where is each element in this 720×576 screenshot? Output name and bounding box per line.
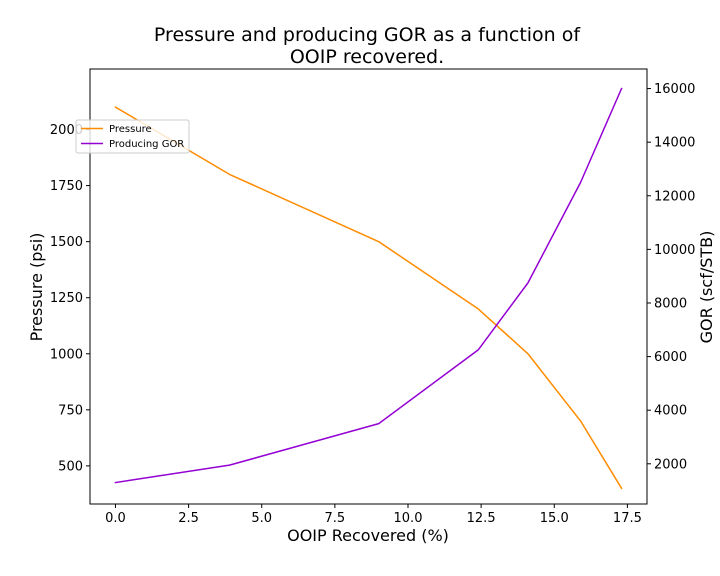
right-y-tick-label: 14000: [654, 136, 695, 151]
plot-frame: [89, 68, 648, 505]
left-y-axis: 500 750 1000 1250 1500 1750 2000: [50, 123, 90, 474]
left-y-tick-label: 1500: [50, 235, 83, 250]
right-y-axis-title: GOR (scf/STB): [697, 231, 716, 344]
series-line-producing-gor: [114, 87, 623, 484]
right-y-tick-label: 12000: [654, 189, 695, 204]
x-tick-label: 7.5: [325, 511, 346, 526]
right-y-tick-label: 6000: [654, 350, 687, 365]
right-y-tick-label: 10000: [654, 243, 695, 258]
left-y-tick-label: 1750: [50, 179, 83, 194]
left-y-tick-label: 1000: [50, 347, 83, 362]
x-tick-label: 0.0: [105, 511, 126, 526]
legend-box: [75, 119, 190, 154]
series-line-pressure: [114, 106, 623, 490]
x-tick-label: 17.5: [613, 511, 642, 526]
right-y-tick-label: 16000: [654, 82, 695, 97]
left-y-tick-label: 1250: [50, 291, 83, 306]
legend: Pressure Producing GOR: [75, 119, 190, 154]
x-tick-label: 10.0: [394, 511, 423, 526]
legend-label-producing-gor: Producing GOR: [109, 139, 184, 150]
left-y-axis-title: Pressure (psi): [27, 233, 46, 342]
x-tick-label: 15.0: [540, 511, 569, 526]
x-axis-title: OOIP Recovered (%): [287, 526, 449, 545]
x-tick-label: 12.5: [467, 511, 496, 526]
right-y-tick-label: 4000: [654, 404, 687, 419]
left-y-tick-label: 500: [58, 459, 83, 474]
right-y-tick-label: 8000: [654, 296, 687, 311]
plot-area: [114, 87, 623, 490]
legend-label-pressure: Pressure: [109, 124, 152, 135]
chart-title-line-2: OOIP recovered.: [290, 46, 444, 68]
right-y-tick-label: 2000: [654, 457, 687, 472]
x-tick-label: 2.5: [178, 511, 199, 526]
right-y-axis: 2000 4000 6000 8000 10000 12000 14000 16000: [647, 82, 695, 472]
x-tick-label: 5.0: [251, 511, 272, 526]
chart-title-line-1: Pressure and producing GOR as a function…: [154, 24, 581, 46]
left-y-tick-label: 750: [58, 403, 83, 418]
left-y-tick-label: 2000: [50, 123, 83, 138]
x-axis: 0.0 2.5 5.0 7.5 10.0 12.5 15.0 17.5: [105, 504, 642, 526]
